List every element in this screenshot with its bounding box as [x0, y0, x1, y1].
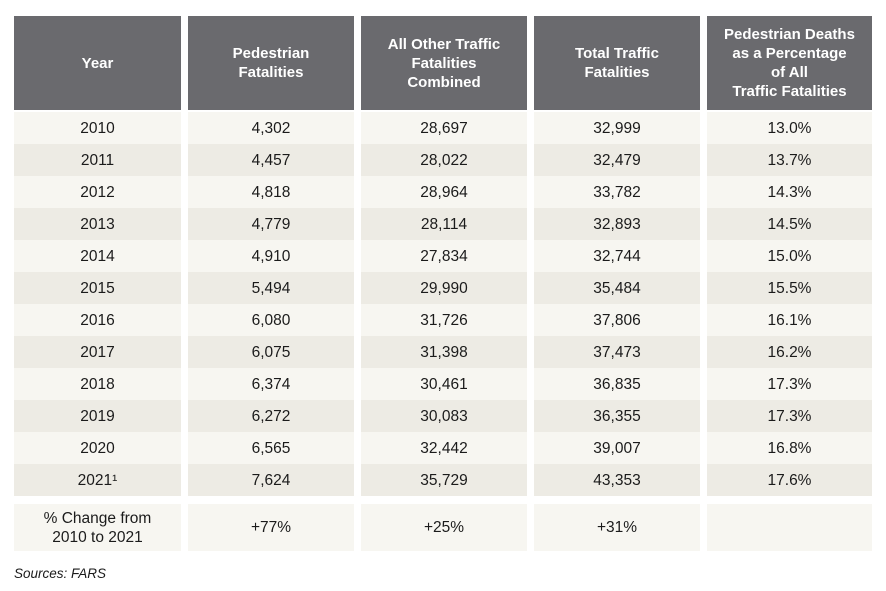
value-cell: 6,080	[188, 304, 354, 336]
value-cell: 6,374	[188, 368, 354, 400]
value-cell: 35,729	[361, 464, 527, 496]
value-cell: 4,457	[188, 144, 354, 176]
table-row: 2014 4,910 27,834 32,744 15.0%	[14, 240, 872, 272]
year-cell: 2016	[14, 304, 181, 336]
year-cell: 2012	[14, 176, 181, 208]
table-header-row: Year Pedestrian Fatalities All Other Traff…	[14, 16, 872, 110]
value-cell: 30,461	[361, 368, 527, 400]
table-row: 2016 6,080 31,726 37,806 16.1%	[14, 304, 872, 336]
table-row: 2018 6,374 30,461 36,835 17.3%	[14, 368, 872, 400]
column-header: All Other Traffic Fatalities Combined	[361, 16, 527, 110]
value-cell: 16.2%	[707, 336, 872, 368]
value-cell: 31,726	[361, 304, 527, 336]
table-row: 2015 5,494 29,990 35,484 15.5%	[14, 272, 872, 304]
table-summary-row: % Change from 2010 to 2021 +77% +25% +31%	[14, 504, 872, 551]
value-cell: 37,473	[534, 336, 700, 368]
year-cell: 2015	[14, 272, 181, 304]
value-cell: 13.7%	[707, 144, 872, 176]
value-cell: 32,893	[534, 208, 700, 240]
summary-value-cell: +77%	[188, 504, 354, 551]
year-cell: 2019	[14, 400, 181, 432]
sources-note: Sources: FARS	[14, 566, 107, 581]
value-cell: 7,624	[188, 464, 354, 496]
value-cell: 27,834	[361, 240, 527, 272]
year-cell: 2013	[14, 208, 181, 240]
summary-value-cell: +31%	[534, 504, 700, 551]
value-cell: 16.1%	[707, 304, 872, 336]
value-cell: 32,442	[361, 432, 527, 464]
value-cell: 28,697	[361, 112, 527, 144]
value-cell: 6,272	[188, 400, 354, 432]
value-cell: 13.0%	[707, 112, 872, 144]
column-header: Pedestrian Deaths as a Percentage of All…	[707, 16, 872, 110]
value-cell: 37,806	[534, 304, 700, 336]
value-cell: 4,910	[188, 240, 354, 272]
table-row: 2020 6,565 32,442 39,007 16.8%	[14, 432, 872, 464]
table-row: 2019 6,272 30,083 36,355 17.3%	[14, 400, 872, 432]
value-cell: 4,818	[188, 176, 354, 208]
value-cell: 14.3%	[707, 176, 872, 208]
column-header: Total Traffic Fatalities	[534, 16, 700, 110]
value-cell: 31,398	[361, 336, 527, 368]
value-cell: 28,022	[361, 144, 527, 176]
value-cell: 14.5%	[707, 208, 872, 240]
column-header: Pedestrian Fatalities	[188, 16, 354, 110]
value-cell: 36,355	[534, 400, 700, 432]
value-cell: 32,999	[534, 112, 700, 144]
table-row: 2013 4,779 28,114 32,893 14.5%	[14, 208, 872, 240]
value-cell: 15.0%	[707, 240, 872, 272]
value-cell: 28,964	[361, 176, 527, 208]
value-cell: 15.5%	[707, 272, 872, 304]
value-cell: 32,479	[534, 144, 700, 176]
value-cell: 17.6%	[707, 464, 872, 496]
value-cell: 17.3%	[707, 400, 872, 432]
summary-label-cell: % Change from 2010 to 2021	[14, 504, 181, 551]
table-row: 2011 4,457 28,022 32,479 13.7%	[14, 144, 872, 176]
table-row: 2012 4,818 28,964 33,782 14.3%	[14, 176, 872, 208]
pedestrian-fatalities-table-figure: Year Pedestrian Fatalities All Other Traff…	[14, 16, 872, 581]
year-cell: 2021¹	[14, 464, 181, 496]
value-cell: 16.8%	[707, 432, 872, 464]
value-cell: 43,353	[534, 464, 700, 496]
value-cell: 30,083	[361, 400, 527, 432]
value-cell: 28,114	[361, 208, 527, 240]
value-cell: 6,565	[188, 432, 354, 464]
value-cell: 32,744	[534, 240, 700, 272]
value-cell: 29,990	[361, 272, 527, 304]
value-cell: 4,302	[188, 112, 354, 144]
year-cell: 2017	[14, 336, 181, 368]
year-cell: 2011	[14, 144, 181, 176]
column-header: Year	[14, 16, 181, 110]
year-cell: 2014	[14, 240, 181, 272]
summary-value-cell	[707, 504, 872, 551]
summary-value-cell: +25%	[361, 504, 527, 551]
table-row: 2010 4,302 28,697 32,999 13.0%	[14, 112, 872, 144]
table-row: 2021¹ 7,624 35,729 43,353 17.6%	[14, 464, 872, 496]
table-body: 2010 4,302 28,697 32,999 13.0% 2011 4,457 28,02…	[14, 112, 872, 496]
value-cell: 5,494	[188, 272, 354, 304]
year-cell: 2010	[14, 112, 181, 144]
value-cell: 36,835	[534, 368, 700, 400]
value-cell: 17.3%	[707, 368, 872, 400]
value-cell: 39,007	[534, 432, 700, 464]
value-cell: 4,779	[188, 208, 354, 240]
value-cell: 6,075	[188, 336, 354, 368]
value-cell: 35,484	[534, 272, 700, 304]
year-cell: 2018	[14, 368, 181, 400]
value-cell: 33,782	[534, 176, 700, 208]
table-row: 2017 6,075 31,398 37,473 16.2%	[14, 336, 872, 368]
year-cell: 2020	[14, 432, 181, 464]
